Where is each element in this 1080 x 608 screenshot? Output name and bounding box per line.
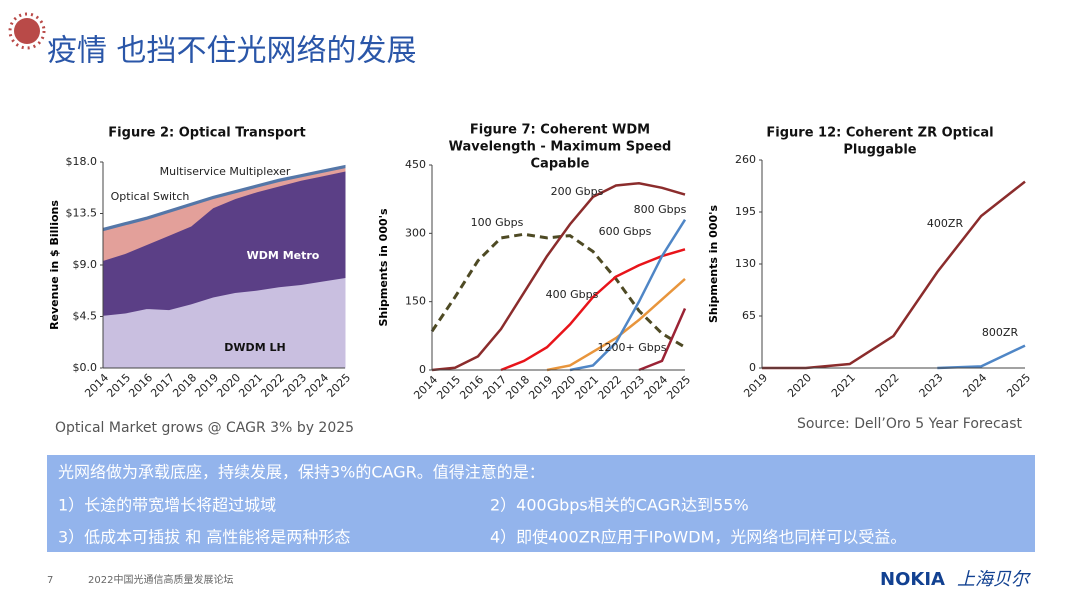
y-tick-label: $0.0	[73, 361, 98, 374]
summary-box	[47, 455, 1035, 552]
series-label: DWDM LH	[224, 341, 285, 354]
x-tick-label: 2025	[664, 373, 693, 402]
x-tick-label: 2023	[280, 371, 309, 400]
caption: Source: Dell’Oro 5 Year Forecast	[797, 416, 1023, 432]
series-label: WDM Metro	[247, 249, 320, 262]
x-tick-label: 2021	[572, 373, 601, 402]
chart-title: Pluggable	[843, 143, 916, 158]
y-tick-label: $18.0	[66, 155, 98, 168]
chart-title: Figure 7: Coherent WDM	[470, 123, 650, 138]
x-tick-label: 2017	[480, 373, 509, 402]
y-tick-label: $4.5	[73, 310, 98, 323]
line	[762, 180, 1026, 370]
chart-title: Figure 2: Optical Transport	[108, 126, 305, 141]
y-tick-label: 0	[419, 363, 426, 376]
series-label: Multiservice Multiplexer	[160, 165, 291, 178]
brand-cn: 上海贝尔	[957, 569, 1032, 590]
brand: NOKIA	[880, 569, 945, 590]
x-tick-label: 2021	[829, 371, 858, 400]
series-label: 200 Gbps	[551, 185, 604, 198]
x-tick-label: 2018	[503, 373, 532, 402]
summary-item: 3）低成本可插拔 和 高性能将是两种形态	[58, 528, 350, 547]
plot-area	[430, 181, 687, 372]
y-tick-label: 450	[405, 158, 426, 171]
x-tick-label: 2017	[148, 371, 177, 400]
x-tick-label: 2020	[785, 371, 814, 400]
chart-title: Wavelength - Maximum Speed	[449, 140, 672, 155]
y-tick-label: $13.5	[66, 207, 98, 220]
chart-title: Capable	[531, 157, 590, 172]
x-tick-label: 2014	[82, 371, 111, 400]
x-tick-label: 2024	[641, 373, 670, 402]
y-tick-label: 300	[405, 226, 426, 239]
virus-icon	[8, 12, 46, 50]
series-label: Optical Switch	[111, 190, 190, 203]
x-tick-label: 2022	[873, 371, 902, 400]
y-tick-label: 150	[405, 295, 426, 308]
plot-area	[762, 180, 1026, 370]
x-tick-label: 2014	[411, 373, 440, 402]
y-axis-label: Shipments in 000's	[377, 208, 390, 327]
line	[430, 232, 686, 349]
summary-intro: 光网络做为承载底座，持续发展，保持3%的CAGR。值得注意的是：	[58, 463, 545, 482]
y-tick-label: 130	[735, 257, 756, 270]
series-label: 1200+ Gbps	[598, 341, 667, 354]
x-tick-label: 2019	[526, 373, 555, 402]
x-tick-label: 2016	[126, 371, 155, 400]
line	[569, 218, 687, 372]
x-tick-label: 2016	[457, 373, 486, 402]
series-label: 400 Gbps	[546, 288, 599, 301]
x-tick-label: 2023	[618, 373, 647, 402]
series-label: 400ZR	[927, 217, 964, 230]
x-tick-label: 2024	[302, 371, 331, 400]
y-tick-label: 195	[735, 205, 756, 218]
area	[102, 164, 346, 232]
y-tick-label: 0	[749, 361, 756, 374]
x-tick-label: 2015	[434, 373, 463, 402]
summary-item: 4）即使400ZR应用于IPoWDM，光网络也同样可以受益。	[490, 528, 906, 547]
x-tick-label: 2025	[1004, 371, 1033, 400]
series-label: 800 Gbps	[634, 203, 687, 216]
x-tick-label: 2019	[192, 371, 221, 400]
y-axis-label: Shipments in 000's	[707, 205, 720, 324]
x-tick-label: 2023	[917, 371, 946, 400]
x-tick-label: 2022	[258, 371, 287, 400]
series-label: 100 Gbps	[471, 216, 524, 229]
x-tick-label: 2025	[324, 371, 353, 400]
y-tick-label: 65	[742, 309, 756, 322]
x-tick-label: 2022	[595, 373, 624, 402]
line	[431, 181, 686, 372]
x-tick-label: 2020	[214, 371, 243, 400]
x-tick-label: 2015	[104, 371, 133, 400]
series-label: 800ZR	[982, 326, 1019, 339]
line	[500, 248, 686, 372]
summary-item: 2）400Gbps相关的CAGR达到55%	[490, 496, 749, 515]
summary-item: 1）长途的带宽增长将超过城域	[58, 496, 276, 515]
y-tick-label: 260	[735, 153, 756, 166]
x-tick-label: 2021	[236, 371, 265, 400]
x-tick-label: 2024	[960, 371, 989, 400]
plot-area	[102, 164, 346, 369]
y-axis-label: Revenue in $ Billions	[48, 200, 61, 330]
x-tick-label: 2018	[170, 371, 199, 400]
series-label: 600 Gbps	[599, 225, 652, 238]
event-name: 2022中国光通信高质量发展论坛	[88, 573, 233, 586]
chart-title: Figure 12: Coherent ZR Optical	[766, 126, 993, 141]
line	[937, 344, 1026, 370]
page-number: 7	[47, 575, 53, 586]
line	[546, 277, 686, 372]
y-tick-label: $9.0	[73, 258, 98, 271]
caption: Optical Market grows @ CAGR 3% by 2025	[55, 420, 354, 436]
line	[638, 307, 687, 372]
x-tick-label: 2020	[549, 373, 578, 402]
x-tick-label: 2019	[741, 371, 770, 400]
slide-title: 疫情 也挡不住光网络的发展	[47, 34, 417, 69]
